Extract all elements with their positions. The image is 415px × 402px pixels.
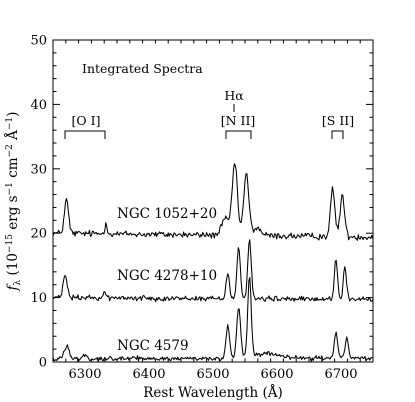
spectrum-ngc-4278-10 xyxy=(52,239,374,303)
x-tick-label: 6300 xyxy=(68,367,101,382)
y-tick-label: 10 xyxy=(30,291,47,306)
sii-bracket xyxy=(331,130,344,139)
spectrum-ngc-1052-20 xyxy=(52,163,374,241)
x-tick-label: 6500 xyxy=(196,367,229,382)
nii-bracket xyxy=(225,130,252,139)
plot-frame xyxy=(52,39,374,363)
y-tick-label: 0 xyxy=(39,356,47,371)
y-axis-title: fλ (10−15 erg s−1 cm−2 Å−1) xyxy=(5,112,23,292)
spectra-lines xyxy=(52,163,374,363)
series-label-ngc4278: NGC 4278+10 xyxy=(117,268,217,284)
spectrum-ngc-4579 xyxy=(52,276,373,363)
x-tick-label: 6700 xyxy=(324,367,357,382)
axis-ticks xyxy=(52,39,374,363)
halpha-label: Hα xyxy=(224,88,244,103)
nii-label: [N II] xyxy=(221,113,256,128)
oi-bracket xyxy=(64,130,106,139)
y-tick-label: 30 xyxy=(30,162,47,177)
sii-label: [S II] xyxy=(322,113,354,128)
tick-labels: 6300 6400 6500 6600 6700 0 10 20 30 40 50 xyxy=(30,34,357,383)
series-label-ngc4579: NGC 4579 xyxy=(117,338,189,354)
panel-title: Integrated Spectra xyxy=(82,61,203,76)
x-tick-label: 6400 xyxy=(132,367,165,382)
oi-label: [O I] xyxy=(72,113,101,128)
series-label-ngc1052: NGC 1052+20 xyxy=(117,206,217,222)
y-tick-label: 40 xyxy=(30,98,47,113)
x-tick-label: 6600 xyxy=(260,367,293,382)
y-tick-label: 20 xyxy=(30,227,47,242)
y-tick-label: 50 xyxy=(30,34,47,49)
x-axis-title: Rest Wavelength (Å) xyxy=(143,385,283,401)
